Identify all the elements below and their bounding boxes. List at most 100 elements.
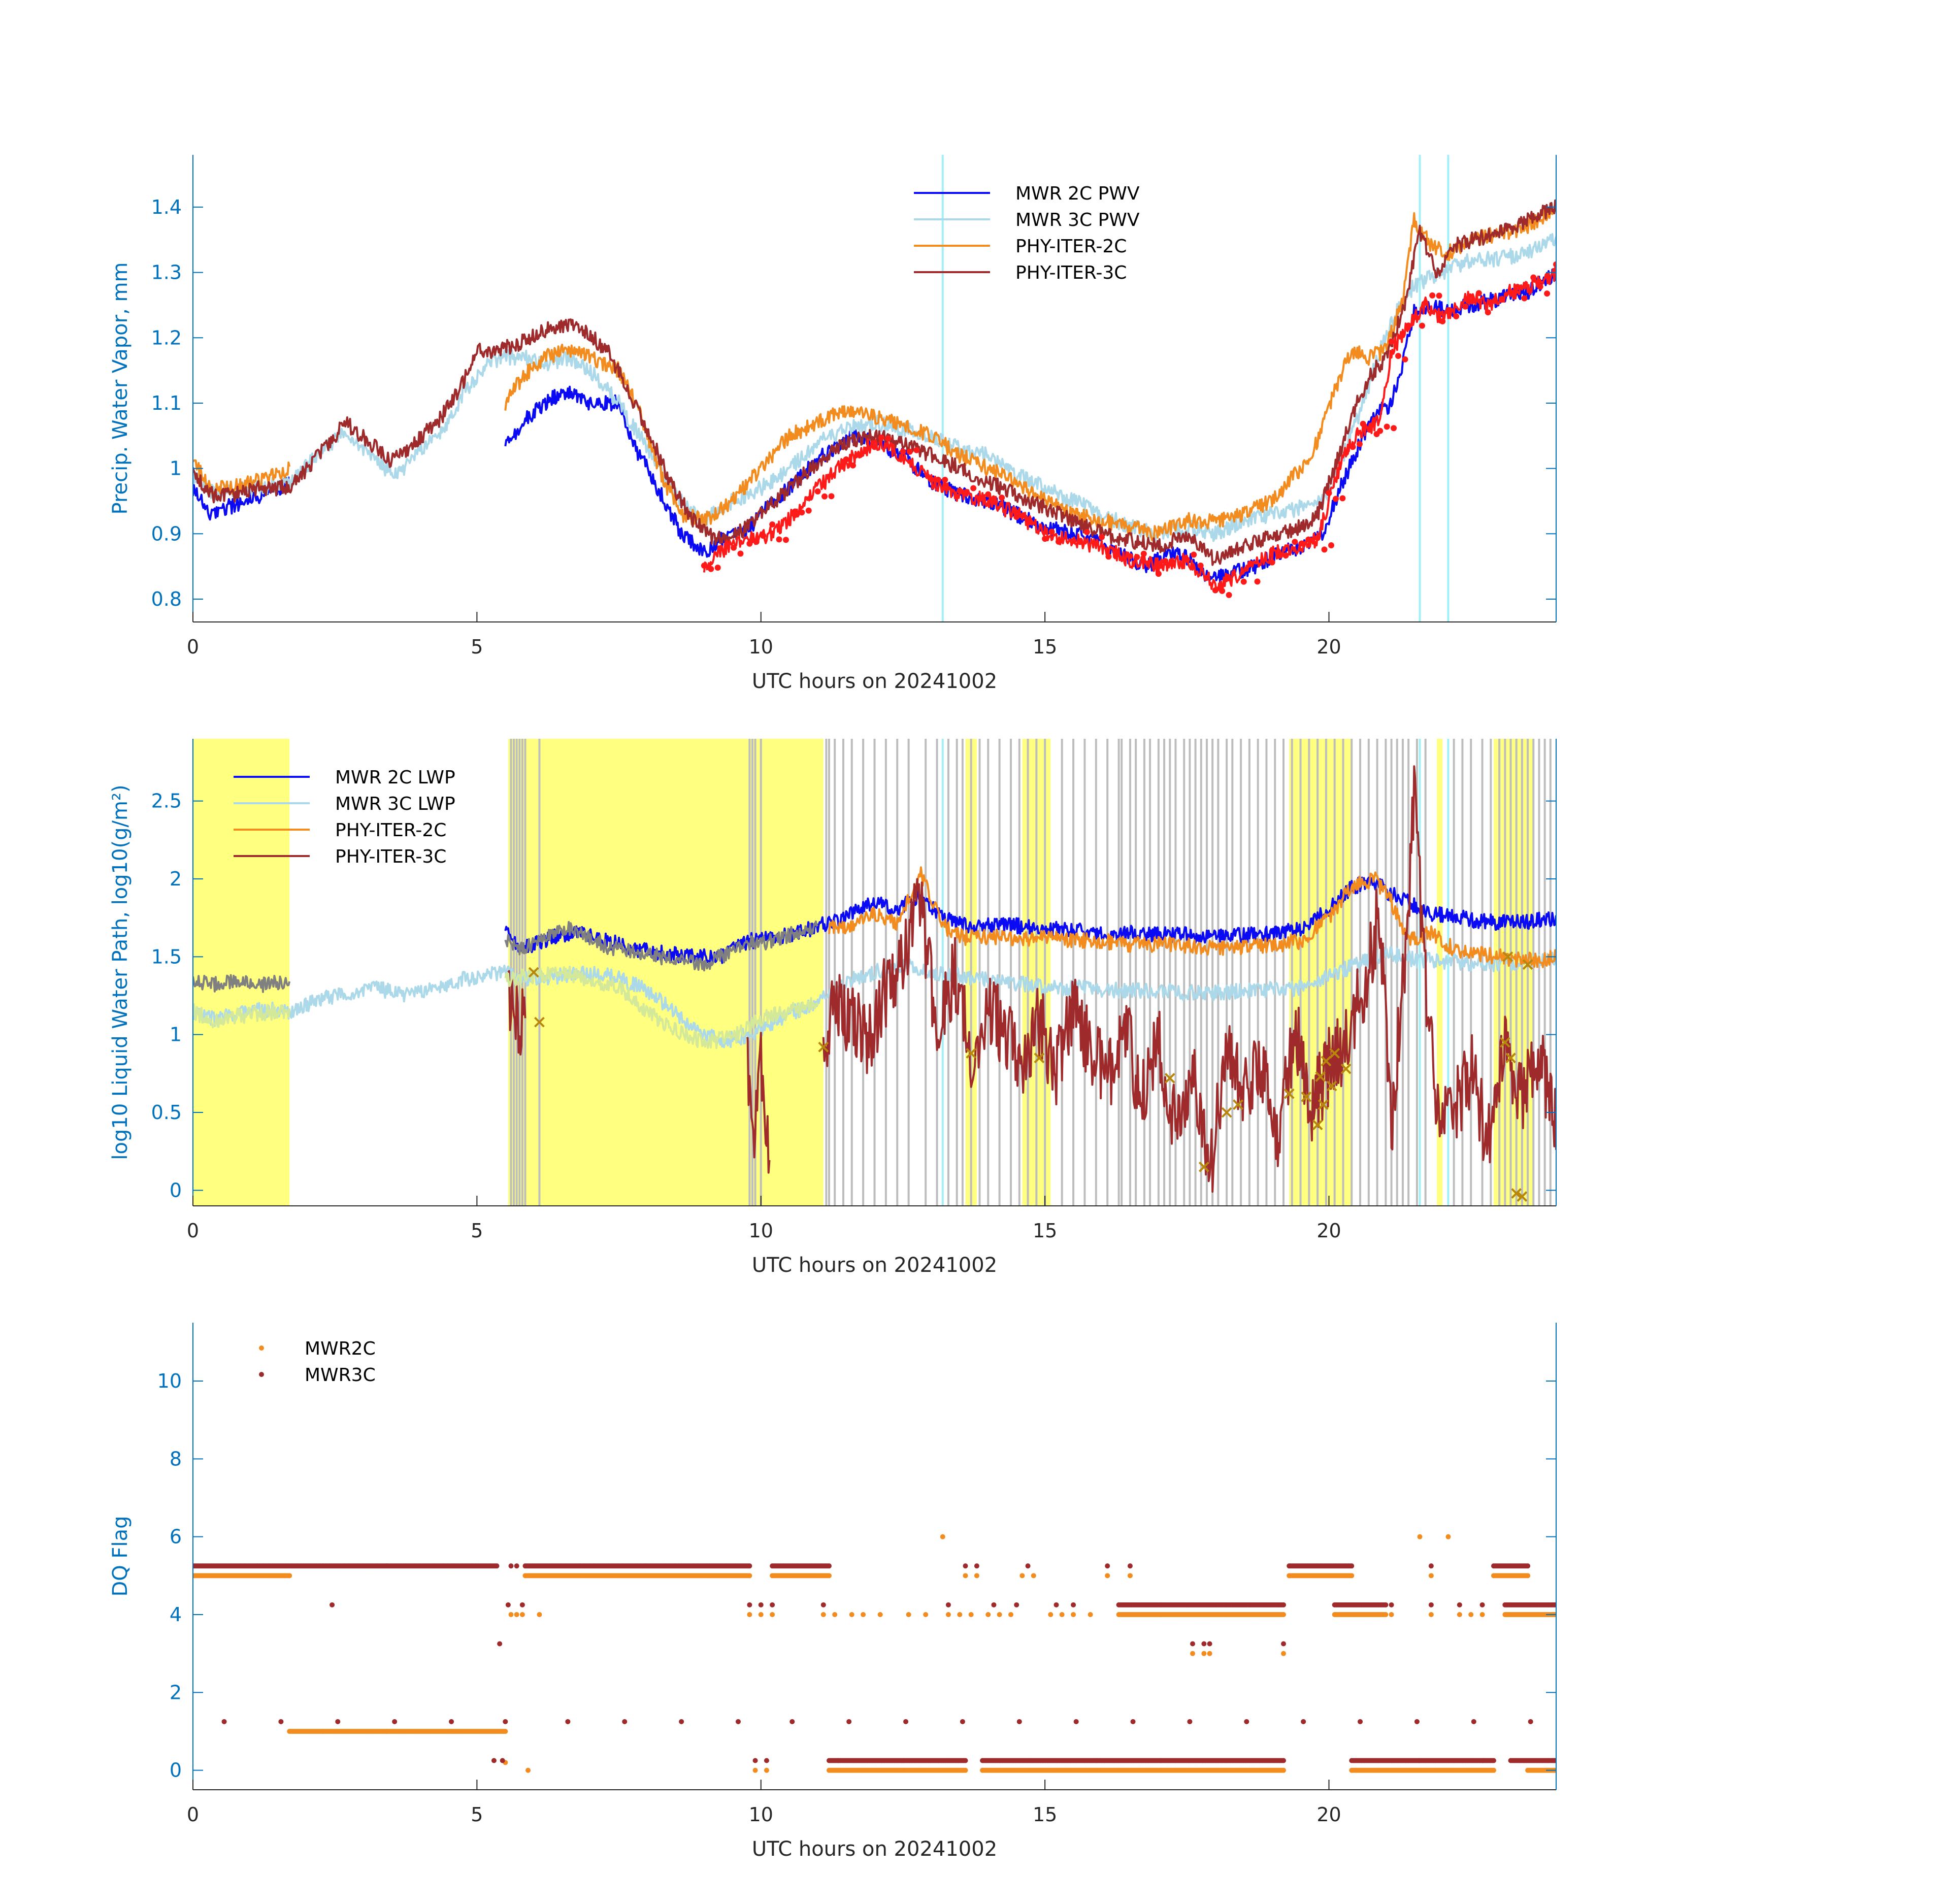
flag-point: [764, 1767, 769, 1773]
data-point: [792, 508, 798, 515]
y-tick-label: 0: [170, 1179, 182, 1201]
x-marker: [1505, 1053, 1516, 1064]
flag-point: [747, 1602, 752, 1607]
flag-point: [1014, 1602, 1019, 1607]
series-extra-4-markers: [701, 261, 1556, 598]
x-tick-label: 5: [471, 1803, 483, 1826]
series-phy-iter-2c: [828, 866, 1556, 968]
flag-point: [1445, 1534, 1451, 1539]
data-point: [857, 452, 863, 458]
legend-label: PHY-ITER-2C: [1015, 236, 1127, 257]
flag-point: [508, 1563, 514, 1569]
x-marker: [1340, 1063, 1352, 1074]
shaded-span-1: [508, 739, 750, 1206]
data-point: [1388, 338, 1395, 345]
flag-point: [1071, 1612, 1076, 1617]
flag-point: [1281, 1651, 1286, 1656]
flag-point: [906, 1612, 911, 1617]
series-extra-5: [193, 966, 819, 1049]
flag-point: [1554, 1758, 1556, 1763]
x-tick-label: 0: [187, 636, 199, 658]
flag-point: [1491, 1767, 1496, 1773]
flag-point: [1383, 1602, 1389, 1607]
x-tick-label: 5: [471, 1220, 483, 1242]
data-point: [1042, 536, 1048, 542]
x-tick-label: 5: [471, 636, 483, 658]
data-point: [1219, 587, 1226, 594]
x-marker: [1312, 1120, 1323, 1130]
y-tick-label: 1: [170, 457, 182, 480]
data-point: [1377, 428, 1384, 434]
x-marker: [1499, 1037, 1510, 1048]
flag-point: [1301, 1719, 1306, 1724]
flag-point: [622, 1719, 628, 1724]
flag-point: [1105, 1563, 1110, 1569]
data-point: [1422, 300, 1429, 306]
x-tick-label: 0: [187, 1803, 199, 1826]
data-point: [1321, 546, 1328, 553]
flag-point: [537, 1612, 542, 1617]
data-point: [1507, 289, 1514, 296]
flag-point: [335, 1719, 341, 1724]
data-point: [1332, 496, 1339, 502]
flag-point: [508, 1612, 514, 1617]
x-marker: [1233, 1099, 1243, 1110]
flag-point: [963, 1563, 968, 1569]
flag-point: [1417, 1534, 1423, 1539]
y-tick-label: 0.5: [151, 1101, 182, 1124]
flag-point: [752, 1758, 758, 1763]
data-point: [776, 536, 782, 543]
data-point: [1537, 283, 1543, 290]
data-point: [1212, 587, 1219, 594]
flag-point: [1479, 1602, 1485, 1607]
data-point: [731, 544, 737, 551]
x-marker: [966, 1048, 977, 1059]
flag-point: [503, 1729, 508, 1734]
flag-point: [1054, 1602, 1059, 1607]
data-point: [821, 493, 828, 500]
data-point: [1553, 261, 1556, 268]
plot-area: [193, 155, 1556, 622]
flag-point: [1468, 1612, 1474, 1617]
data-point: [913, 447, 920, 453]
plot-area: [193, 739, 1556, 1206]
data-point: [942, 477, 948, 483]
flag-point: [849, 1612, 854, 1617]
flag-point: [1008, 1612, 1013, 1617]
flag-point: [1281, 1602, 1286, 1607]
flag-point: [960, 1719, 965, 1724]
flag-point: [747, 1612, 752, 1617]
flag-point: [514, 1612, 519, 1617]
flag-point: [1048, 1612, 1054, 1617]
x-tick-label: 20: [1316, 636, 1341, 658]
panel-dq-flag: 0 5 10 15 20 0 2 4 6 8 10 UTC hours on 20241002 DQ F…: [109, 1323, 1557, 1861]
legend: MWR 2C PWV MWR 3C PWV PHY-ITER-2C PHY-ITER-…: [914, 183, 1140, 283]
x-marker: [1283, 1088, 1295, 1099]
flag-point: [1059, 1612, 1065, 1617]
flag-point: [1016, 1719, 1022, 1724]
flag-point: [1389, 1602, 1394, 1607]
data-point: [737, 550, 744, 557]
data-point: [1134, 554, 1140, 561]
flag-point: [497, 1641, 503, 1647]
x-marker: [1221, 1107, 1232, 1118]
flag-point: [963, 1573, 968, 1579]
flag-point: [1349, 1563, 1355, 1569]
flag-point: [1457, 1602, 1462, 1607]
legend-label: MWR3C: [305, 1365, 376, 1386]
x-axis-label: UTC hours on 20241002: [752, 670, 997, 693]
flag-point: [494, 1563, 500, 1569]
data-point: [1140, 550, 1147, 557]
flag-point: [1031, 1573, 1036, 1579]
data-point: [1083, 529, 1090, 535]
x-marker: [528, 967, 539, 978]
data-point: [1436, 292, 1442, 299]
data-point: [1269, 559, 1275, 566]
y-tick-label: 10: [157, 1370, 182, 1392]
panel-lwp: 0 5 10 15 20 0 0.5 1 1.5 2 2.5 UTC hours on 2024100…: [109, 739, 1557, 1277]
panel-pwv: 0 5 10 15 20 0.8 0.9 1 1.1 1.2 1.3 1.4 UTC hours on …: [109, 155, 1557, 693]
x-tick-label: 0: [187, 1220, 199, 1242]
flag-point: [1389, 1612, 1394, 1617]
data-point: [999, 495, 1005, 501]
data-point: [1282, 552, 1289, 559]
